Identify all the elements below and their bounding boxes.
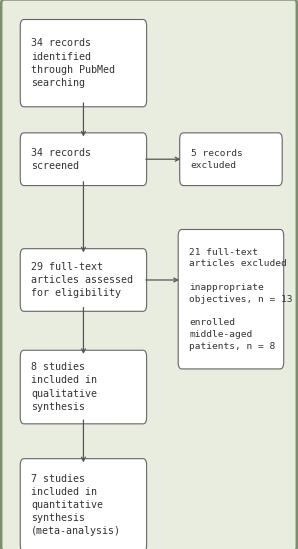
Text: 8 studies
included in
qualitative
synthesis: 8 studies included in qualitative synthe… — [31, 362, 97, 412]
FancyBboxPatch shape — [20, 20, 147, 107]
FancyBboxPatch shape — [180, 133, 282, 186]
FancyBboxPatch shape — [178, 229, 284, 369]
FancyBboxPatch shape — [20, 249, 147, 311]
FancyBboxPatch shape — [20, 459, 147, 549]
Text: 34 records
identified
through PubMed
searching: 34 records identified through PubMed sea… — [31, 38, 115, 88]
Text: 34 records
screened: 34 records screened — [31, 148, 91, 171]
Text: 7 studies
included in
quantitative
synthesis
(meta-analysis): 7 studies included in quantitative synth… — [31, 474, 121, 536]
FancyBboxPatch shape — [20, 350, 147, 424]
Text: 21 full-text
articles excluded

inappropriate
objectives, n = 13

enrolled
middl: 21 full-text articles excluded inappropr… — [189, 248, 293, 351]
Text: 29 full-text
articles assessed
for eligibility: 29 full-text articles assessed for eligi… — [31, 262, 133, 298]
FancyBboxPatch shape — [20, 133, 147, 186]
Text: 5 records
excluded: 5 records excluded — [191, 149, 243, 170]
